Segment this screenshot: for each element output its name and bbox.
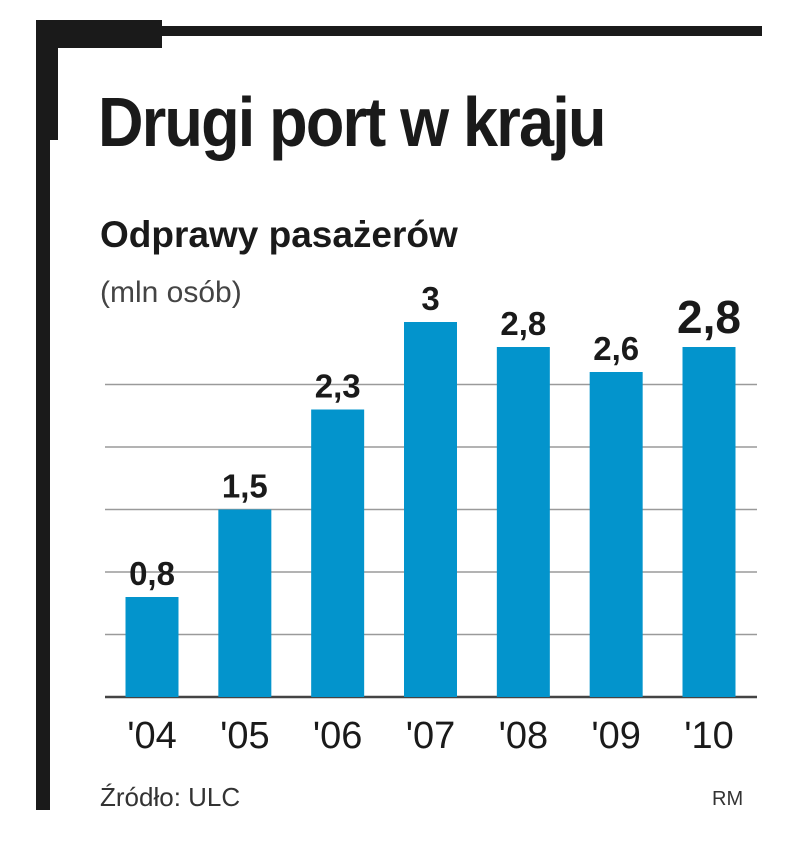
x-tick-label: '09: [591, 715, 641, 757]
chart-title: Drugi port w kraju: [98, 83, 606, 161]
data-label: 2,8: [500, 305, 546, 342]
frame-corner-notch: [36, 48, 58, 140]
frame-top-rule: [150, 26, 762, 36]
x-tick-label: '08: [499, 715, 549, 757]
bar-06: [311, 409, 365, 697]
x-tick-label: '07: [406, 715, 456, 757]
x-tick-label: '06: [313, 715, 363, 757]
data-label: 3: [421, 280, 439, 317]
author-credit: RM: [712, 788, 744, 810]
bar-09: [589, 372, 643, 697]
bar-07: [404, 322, 457, 697]
bars: [125, 322, 736, 697]
data-label: 1,5: [222, 468, 268, 505]
x-tick-label: '10: [684, 715, 734, 757]
frame-vertical-rule: [36, 20, 50, 810]
bar-05: [218, 509, 272, 697]
bar-10: [682, 347, 736, 697]
data-label: 2,6: [593, 330, 639, 367]
data-label: 2,8: [677, 291, 741, 343]
chart-subtitle: Odprawy pasażerów: [100, 214, 458, 255]
data-label: 0,8: [129, 555, 175, 592]
data-labels: 0,8 1,5 2,3 3 2,8 2,6 2,8: [129, 280, 741, 592]
bar-04: [125, 597, 179, 697]
chart-unit-label: (mln osób): [100, 276, 242, 309]
x-tick-labels: '04 '05 '06 '07 '08 '09 '10: [127, 715, 734, 757]
data-label: 2,3: [315, 368, 361, 405]
x-tick-label: '05: [220, 715, 270, 757]
bar-08: [496, 347, 550, 697]
x-tick-label: '04: [127, 715, 177, 757]
frame-top-corner: [36, 20, 162, 48]
source-note: Źródło: ULC: [100, 782, 241, 812]
